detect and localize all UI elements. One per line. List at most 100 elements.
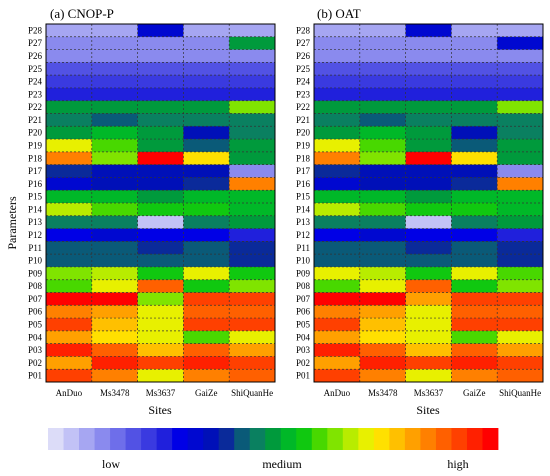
panel-b-cell-p21-ms3637 bbox=[405, 113, 452, 127]
colorbar-swatch bbox=[110, 428, 126, 450]
panel-a-cell-p22-ms3478 bbox=[91, 100, 138, 114]
panel-a-cell-p02-ms3478 bbox=[91, 356, 138, 370]
panel-a-cell-p10-ms3478 bbox=[91, 254, 138, 268]
panel-b-y-tick-label: P08 bbox=[296, 281, 311, 291]
panel-a-cell-p21-shiquanhe bbox=[229, 113, 276, 127]
panel-a-y-tick-label: P16 bbox=[28, 179, 43, 189]
panel-b-cell-p07-anduo bbox=[314, 292, 361, 306]
colorbar-swatch bbox=[79, 428, 95, 450]
panel-b-cell-p27-ms3637 bbox=[405, 36, 452, 50]
panel-b-cell-p16-shiquanhe bbox=[497, 177, 544, 191]
panel-b-cell-p02-ms3637 bbox=[405, 356, 452, 370]
panel-a-y-tick-label: P26 bbox=[28, 51, 43, 61]
panel-a-cell-p23-ms3478 bbox=[91, 87, 138, 102]
panel-a-cell-p02-anduo bbox=[46, 356, 93, 370]
panel-b-cell-p14-ms3637 bbox=[405, 203, 452, 217]
panel-oat: (b) OAT Sites P28P27P26P25P24P23P22P21P2… bbox=[296, 6, 544, 417]
panel-a-cell-p01-anduo bbox=[46, 369, 93, 383]
panel-b-cell-p28-gaize bbox=[451, 24, 498, 38]
panel-a-cell-p14-ms3478 bbox=[91, 203, 138, 217]
panel-a-cell-p24-shiquanhe bbox=[229, 75, 276, 89]
panel-b-y-tick-label: P05 bbox=[296, 319, 311, 329]
panel-a-cell-p11-anduo bbox=[46, 241, 93, 255]
panel-b-cell-p17-ms3637 bbox=[405, 164, 452, 178]
panel-a-cell-p25-shiquanhe bbox=[229, 62, 276, 76]
colorbar: low medium high bbox=[48, 428, 499, 471]
panel-b-y-tick-label: P19 bbox=[296, 140, 311, 150]
panel-b-cell-p27-gaize bbox=[451, 36, 498, 50]
panel-b-cell-p04-anduo bbox=[314, 330, 361, 345]
panel-a-cell-p20-anduo bbox=[46, 126, 93, 140]
panel-a-cell-p20-ms3637 bbox=[137, 126, 184, 140]
panel-a-y-tick-label: P20 bbox=[28, 128, 43, 138]
panel-a-cell-p08-gaize bbox=[183, 279, 230, 293]
panel-b-y-tick-label: P22 bbox=[296, 102, 310, 112]
panel-a-cell-p13-shiquanhe bbox=[229, 215, 276, 229]
panel-a-cell-p12-ms3637 bbox=[137, 228, 184, 242]
panel-b-x-tick-label: GaiZe bbox=[463, 388, 486, 398]
panel-b-cell-p14-anduo bbox=[314, 203, 361, 217]
panel-a-cell-p08-anduo bbox=[46, 279, 93, 293]
panel-b-cell-p12-gaize bbox=[451, 228, 498, 242]
panel-b-cell-p19-gaize bbox=[451, 139, 498, 153]
colorbar-swatch bbox=[141, 428, 158, 450]
panel-a-y-tick-label: P15 bbox=[28, 192, 43, 202]
panel-b-cell-p13-ms3637 bbox=[405, 215, 452, 229]
panel-a-cell-p21-gaize bbox=[183, 113, 230, 127]
panel-a-cell-p01-shiquanhe bbox=[229, 369, 276, 383]
panel-a-y-tick-label: P05 bbox=[28, 319, 43, 329]
panel-a-cell-p16-ms3478 bbox=[91, 177, 138, 191]
panel-a-cell-p28-anduo bbox=[46, 24, 93, 38]
panel-b-cell-p19-anduo bbox=[314, 139, 361, 153]
panel-b-cell-p25-shiquanhe bbox=[497, 62, 544, 76]
panel-a-cell-p22-shiquanhe bbox=[229, 100, 276, 114]
colorbar-swatch bbox=[358, 428, 375, 450]
panel-a-x-tick-label: GaiZe bbox=[195, 388, 218, 398]
panel-a-cell-p07-shiquanhe bbox=[229, 292, 276, 306]
panel-b-cell-p09-shiquanhe bbox=[497, 266, 544, 281]
panel-a-cell-p13-anduo bbox=[46, 215, 93, 229]
panel-b-cell-p21-gaize bbox=[451, 113, 498, 127]
panel-a-y-tick-label: P10 bbox=[28, 256, 43, 266]
panel-b-cell-p03-anduo bbox=[314, 343, 361, 357]
panel-a-cell-p26-gaize bbox=[183, 49, 230, 63]
panel-a-cell-p13-ms3637 bbox=[137, 215, 184, 229]
panel-a-cell-p10-anduo bbox=[46, 254, 93, 268]
panel-b-y-tick-label: P13 bbox=[296, 217, 311, 227]
panel-b-y-tick-label: P07 bbox=[296, 294, 311, 304]
colorbar-medium-label: medium bbox=[262, 457, 302, 471]
panel-b-cell-p18-anduo bbox=[314, 151, 361, 166]
colorbar-swatch bbox=[435, 428, 452, 450]
panel-a-cell-p27-ms3637 bbox=[137, 36, 184, 50]
panel-cnop-p: (a) CNOP-P Parameters Sites P28 P27 P26 P25… bbox=[5, 6, 276, 417]
panel-a-cell-p15-shiquanhe bbox=[229, 190, 276, 204]
panel-a-cell-p15-ms3478 bbox=[91, 190, 138, 204]
panel-a-y-tick-label: P13 bbox=[28, 217, 43, 227]
panel-a-cell-p10-ms3637 bbox=[137, 254, 184, 268]
panel-b-cell-p19-ms3478 bbox=[359, 139, 406, 153]
panel-b-y-tick-label: P21 bbox=[296, 115, 310, 125]
panel-a-cell-p07-gaize bbox=[183, 292, 230, 306]
panel-a-cell-p27-gaize bbox=[183, 36, 230, 50]
panel-b-cell-p12-anduo bbox=[314, 228, 361, 242]
panel-a-cell-p09-shiquanhe bbox=[229, 266, 276, 281]
panel-b-cell-p17-ms3478 bbox=[359, 164, 406, 178]
panel-a-cell-p06-gaize bbox=[183, 305, 230, 319]
panel-b-cell-p14-shiquanhe bbox=[497, 203, 544, 217]
panel-b-y-tick-label: P28 bbox=[296, 25, 311, 35]
panel-a-cell-p07-ms3637 bbox=[137, 292, 184, 306]
panel-a-cell-p22-anduo bbox=[46, 100, 93, 114]
panel-a-cell-p03-ms3478 bbox=[91, 343, 138, 357]
panel-b-cell-p28-shiquanhe bbox=[497, 24, 544, 38]
panel-b-cell-p20-ms3637 bbox=[405, 126, 452, 140]
panel-a-y-tick-label: P24 bbox=[28, 77, 43, 87]
panel-b-cell-p12-shiquanhe bbox=[497, 228, 544, 242]
panel-b-x-tick-label: Ms3478 bbox=[368, 388, 398, 398]
panel-a-cell-p25-gaize bbox=[183, 62, 230, 76]
panel-a-cell-p26-shiquanhe bbox=[229, 49, 276, 63]
panel-b-x-ticks: AnDuo Ms3478 Ms3637 GaiZe ShiQuanHe bbox=[324, 388, 541, 398]
colorbar-swatch bbox=[420, 428, 437, 450]
panel-a-cell-p02-shiquanhe bbox=[229, 356, 276, 370]
panel-a-cell-p17-anduo bbox=[46, 164, 93, 178]
panel-b-y-tick-label: P02 bbox=[296, 358, 310, 368]
